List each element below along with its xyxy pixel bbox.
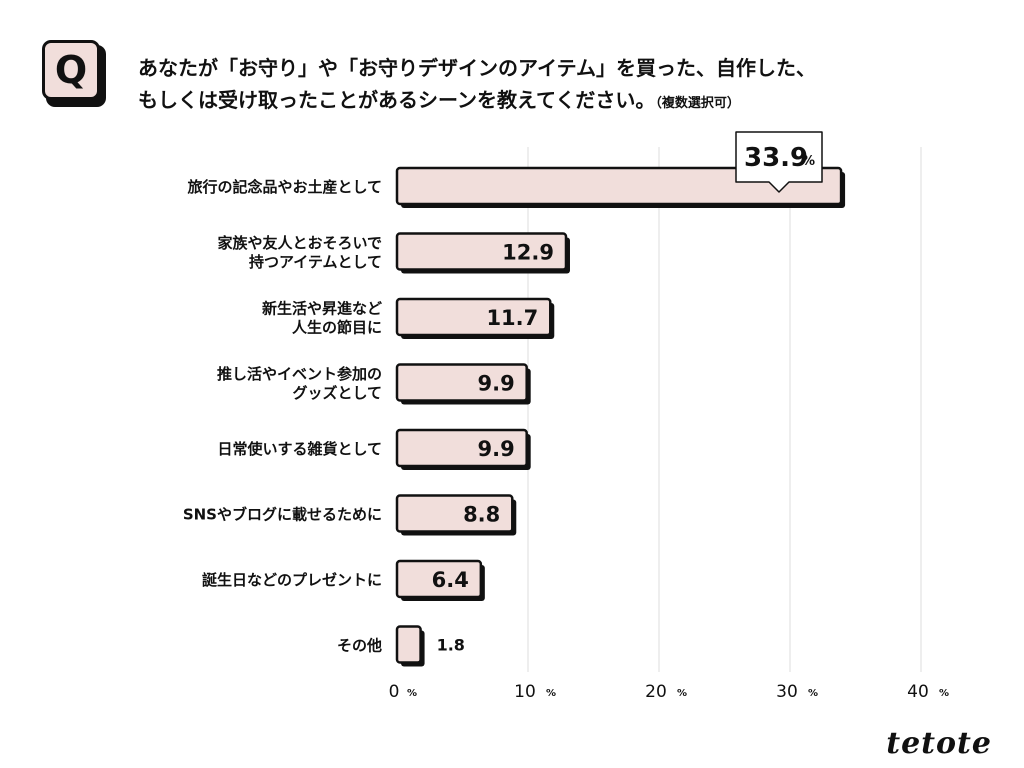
category-label: 日常使いする雑貨として xyxy=(217,440,382,458)
category-label: SNSやブログに載せるために xyxy=(183,506,382,524)
bar xyxy=(395,494,514,533)
category-label: 持つアイテムとして xyxy=(249,253,382,271)
question-text: あなたが「お守り」や「お守りデザインのアイテム」を買った、自作した、 もしくは受… xyxy=(138,52,898,120)
category-label: 新生活や昇進など xyxy=(262,300,382,318)
category-label: 誕生日などのプレゼントに xyxy=(202,571,382,589)
value-label: 1.8 xyxy=(437,636,465,655)
question-line-2: もしくは受け取ったことがあるシーンを教えてください。 xyxy=(138,88,656,112)
x-tick-label: 10 xyxy=(514,682,536,702)
bar xyxy=(395,559,483,599)
value-label: 11.7 xyxy=(486,306,538,330)
x-tick-unit: % xyxy=(939,688,949,699)
value-label: 12.9 xyxy=(502,241,554,265)
x-tick-unit: % xyxy=(808,688,818,699)
question-badge-letter: Q xyxy=(42,40,100,100)
question-line-1: あなたが「お守り」や「お守りデザインのアイテム」を買った、自作した、 xyxy=(138,56,816,80)
category-label: その他 xyxy=(337,637,382,655)
bar xyxy=(395,166,843,206)
value-unit: % xyxy=(802,154,815,169)
x-tick-label: 0 xyxy=(389,682,400,702)
category-label: 旅行の記念品やお土産として xyxy=(187,178,382,196)
value-callout xyxy=(735,131,823,193)
bar xyxy=(395,625,422,664)
bar xyxy=(395,232,568,271)
question-badge: Q xyxy=(42,40,106,107)
category-label: 人生の節目に xyxy=(292,319,382,337)
category-label: グッズとして xyxy=(292,384,382,402)
value-label: 33.9 xyxy=(744,143,808,173)
category-label: 推し活やイベント参加の xyxy=(217,365,382,383)
value-label: 9.9 xyxy=(477,372,514,396)
x-tick-unit: % xyxy=(546,688,556,699)
brand-logo: tetote xyxy=(886,726,992,761)
question-note: （複数選択可） xyxy=(655,96,740,111)
bar xyxy=(395,363,528,402)
value-label: 6.4 xyxy=(432,568,469,592)
category-label: 家族や友人とおそろいで xyxy=(217,234,382,252)
x-tick-unit: % xyxy=(407,688,417,699)
bar xyxy=(395,297,552,337)
x-tick-unit: % xyxy=(677,688,687,699)
value-label: 8.8 xyxy=(463,503,500,527)
x-tick-label: 40 xyxy=(907,682,929,702)
x-tick-label: 20 xyxy=(645,682,667,702)
bar xyxy=(395,428,528,468)
x-tick-label: 30 xyxy=(776,682,798,702)
value-label: 9.9 xyxy=(477,437,514,461)
